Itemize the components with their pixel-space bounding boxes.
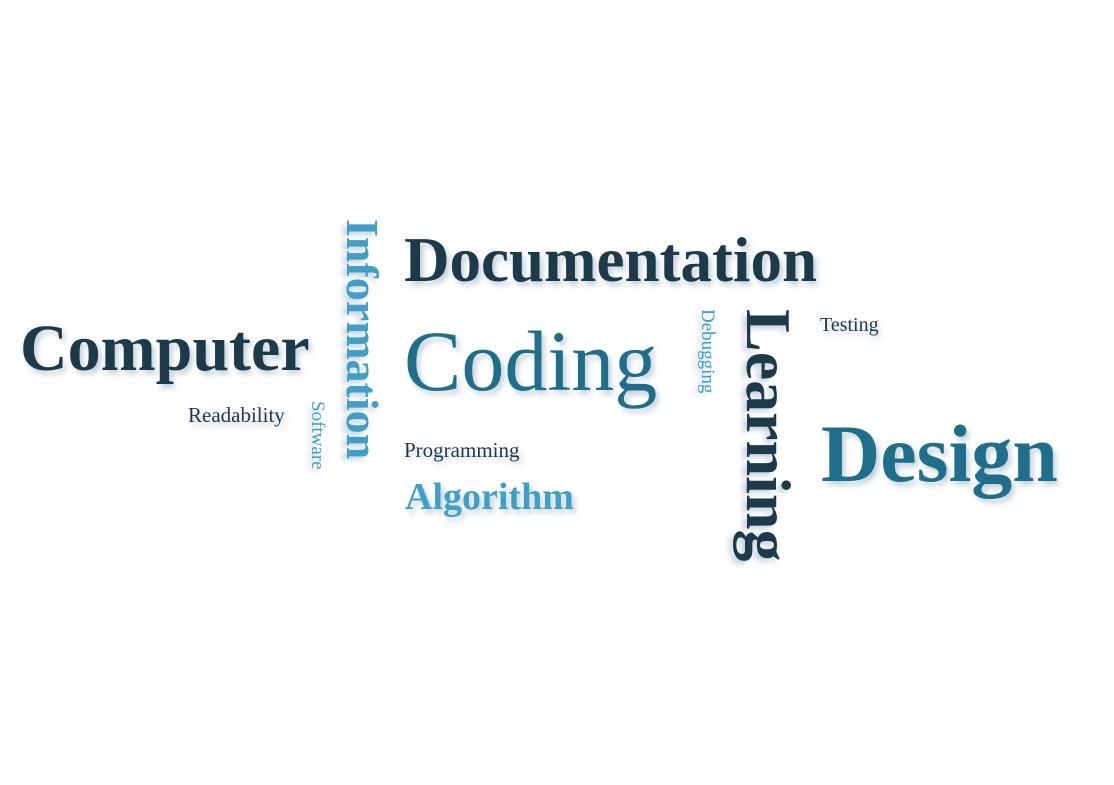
word-information: Information xyxy=(337,219,388,460)
word-documentation: Documentation xyxy=(404,225,817,295)
word-algorithm: Algorithm xyxy=(405,476,574,518)
word-coding: Coding xyxy=(404,313,658,409)
word-readability: Readability xyxy=(188,403,285,427)
word-testing: Testing xyxy=(820,314,879,336)
word-design: Design xyxy=(821,408,1058,499)
word-debugging: Debugging xyxy=(697,309,718,394)
word-learning: Learning xyxy=(733,309,804,562)
word-programming: Programming xyxy=(404,438,520,462)
word-software: Software xyxy=(307,401,328,470)
word-computer: Computer xyxy=(20,312,310,385)
